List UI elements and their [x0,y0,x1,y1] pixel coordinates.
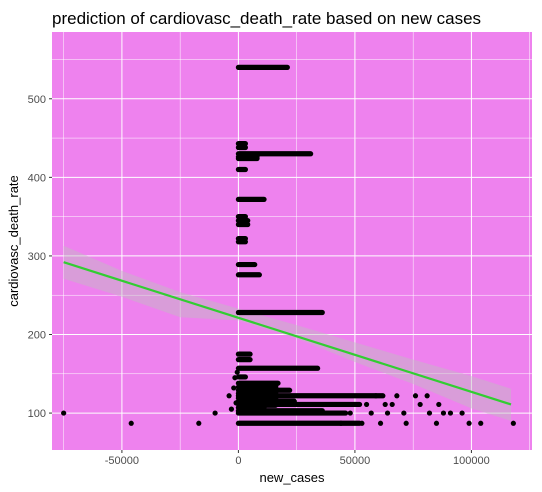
data-point [433,420,440,426]
data-point [478,420,484,426]
data-point [234,369,240,375]
data-point [61,410,67,416]
y-axis: 100 200 300 400 500 [28,94,52,420]
data-point [384,410,391,416]
data-point [347,410,353,416]
data-point [382,401,388,408]
data-point [403,420,409,426]
data-point [196,420,202,426]
x-tick-label: 50000 [340,455,371,467]
data-point [412,393,419,399]
data-point [368,410,374,416]
x-tick-label: -50000 [105,455,139,467]
x-tick-label: 100000 [453,455,490,467]
plot-panel [52,32,532,450]
data-point [377,420,384,426]
grid-minor [52,32,532,450]
data-point [231,385,237,391]
data-point [128,420,134,426]
data-point-cluster [238,381,279,408]
data-point [338,420,344,426]
fit-line-layer [63,261,512,406]
data-point [417,401,423,408]
y-axis-title: cardiovasc_death_rate [6,175,21,307]
data-point [426,410,433,416]
x-axis-title: new_cases [259,470,325,485]
y-tick-label: 100 [28,408,46,420]
data-point [389,401,395,408]
data-point [394,393,400,399]
data-point [226,393,232,399]
data-point [228,406,235,412]
x-axis: -50000 0 50000 100000 [105,450,490,467]
x-tick-label: 0 [235,455,241,467]
y-tick-label: 300 [28,251,46,263]
y-tick-label: 500 [28,94,46,106]
data-point [212,410,218,416]
data-point [459,410,465,416]
data-point [359,420,365,426]
data-point [233,400,239,406]
data-point [436,401,442,408]
data-point [232,375,238,381]
data-point [510,420,516,426]
y-tick-label: 200 [28,330,46,342]
points-layer [61,64,516,426]
regression-line [63,261,512,406]
data-point [466,420,472,426]
data-point [363,401,370,408]
data-point [424,393,430,399]
chart-title: prediction of cardiovasc_death_rate base… [52,9,481,28]
data-point [447,410,454,416]
data-point [440,410,447,416]
y-tick-label: 400 [28,172,46,184]
data-point [373,393,379,399]
data-point [401,410,407,416]
